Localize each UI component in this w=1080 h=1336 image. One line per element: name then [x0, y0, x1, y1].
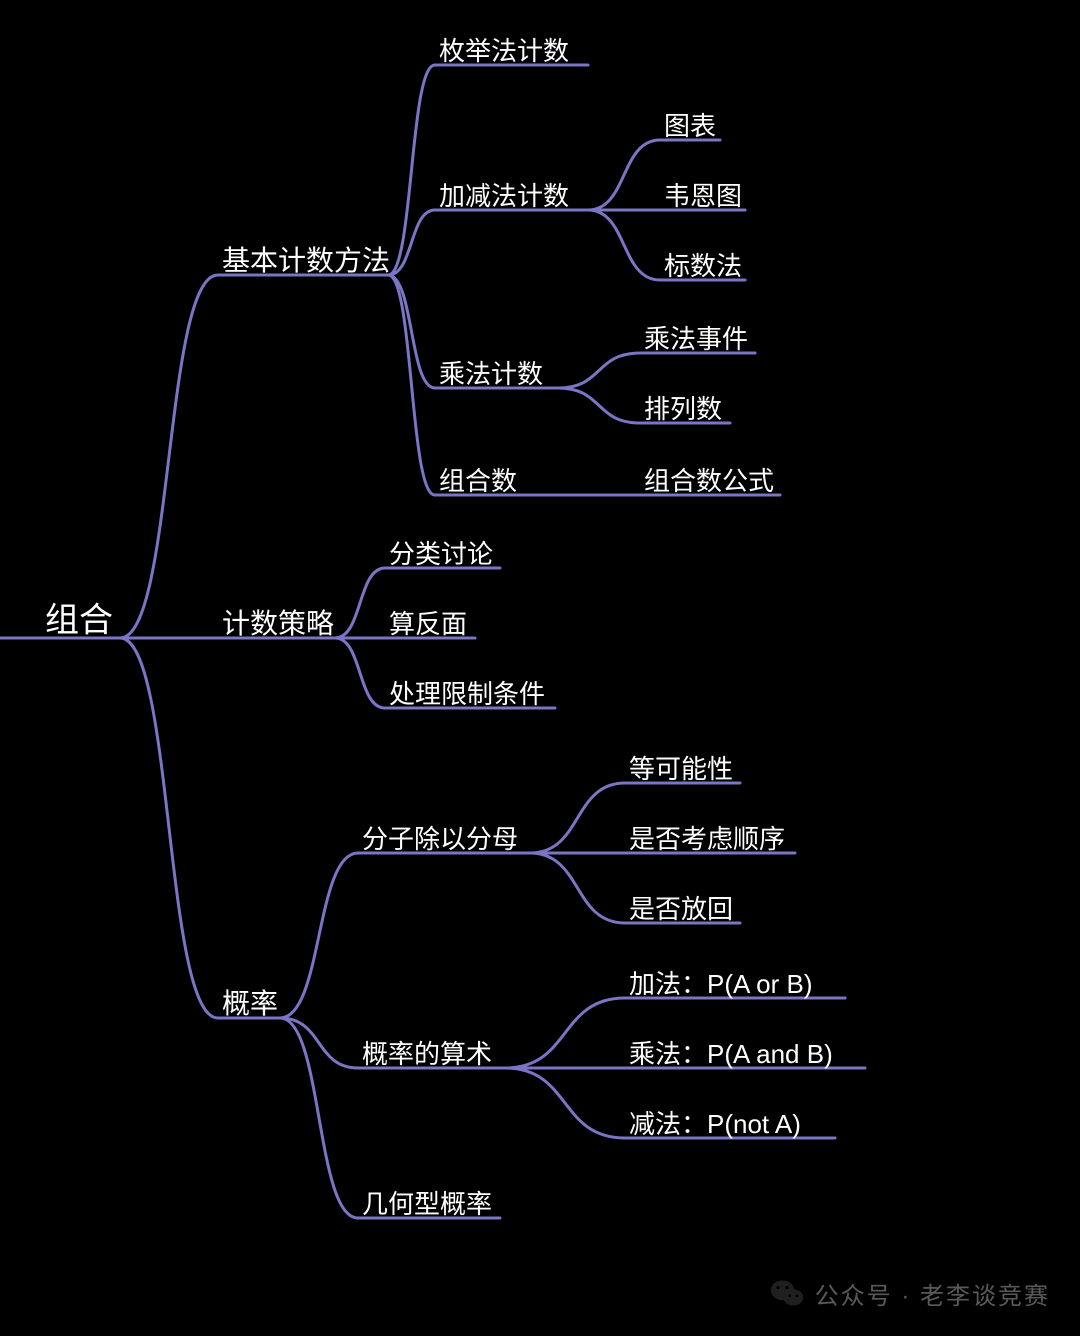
edge — [588, 210, 660, 280]
root-label: 组合 — [45, 602, 113, 640]
node-order: 是否考虑顺序 — [629, 824, 785, 854]
node-mulevent: 乘法事件 — [644, 324, 748, 354]
edge — [280, 1018, 358, 1218]
edge — [120, 275, 218, 638]
edge — [388, 210, 435, 275]
watermark: 公众号 · 老李谈竞赛 — [769, 1275, 1050, 1311]
node-combf: 组合数公式 — [644, 466, 774, 496]
node-basic: 基本计数方法 — [222, 245, 390, 276]
edge — [120, 638, 218, 1018]
node-pmul: 乘法：P(A and B) — [629, 1039, 833, 1069]
node-perm: 排列数 — [644, 394, 722, 424]
edge — [558, 353, 640, 388]
edge — [280, 853, 358, 1018]
node-classify: 分类讨论 — [389, 539, 493, 569]
node-venn: 韦恩图 — [664, 181, 742, 211]
edge — [505, 1068, 625, 1138]
node-probarith: 概率的算术 — [362, 1039, 492, 1069]
node-enum: 枚举法计数 — [439, 36, 569, 66]
node-prob: 概率 — [222, 988, 278, 1019]
node-chart: 图表 — [664, 111, 716, 141]
node-addsub: 加减法计数 — [439, 181, 569, 211]
node-padd: 加法：P(A or B) — [629, 969, 812, 999]
edge — [335, 638, 385, 708]
node-mark: 标数法 — [664, 251, 742, 281]
node-fraction: 分子除以分母 — [362, 824, 518, 854]
edge — [335, 568, 385, 638]
nodes-group: 组合 基本计数方法 枚举法计数加减法计数 图表韦恩图标数法乘法计数 乘法事件排列数组合数… — [45, 36, 833, 1219]
node-geo: 几何型概率 — [362, 1189, 492, 1219]
edge — [588, 140, 660, 210]
edge — [530, 853, 625, 923]
node-comb: 组合数 — [439, 466, 517, 496]
watermark-text: 公众号 · 老李谈竞赛 — [815, 1276, 1050, 1311]
node-complement: 算反面 — [389, 609, 467, 639]
mindmap-svg: 组合 基本计数方法 枚举法计数加减法计数 图表韦恩图标数法乘法计数 乘法事件排列数组合数… — [0, 0, 1080, 1336]
wechat-icon — [769, 1275, 805, 1311]
edge — [530, 783, 625, 853]
node-psub: 减法：P(not A) — [629, 1109, 801, 1139]
node-replace: 是否放回 — [629, 894, 733, 924]
edge — [558, 388, 640, 423]
node-constraint: 处理限制条件 — [389, 679, 545, 709]
node-strategy: 计数策略 — [222, 608, 334, 639]
edge — [505, 998, 625, 1068]
node-equi: 等可能性 — [629, 754, 733, 784]
node-mul: 乘法计数 — [439, 359, 543, 389]
